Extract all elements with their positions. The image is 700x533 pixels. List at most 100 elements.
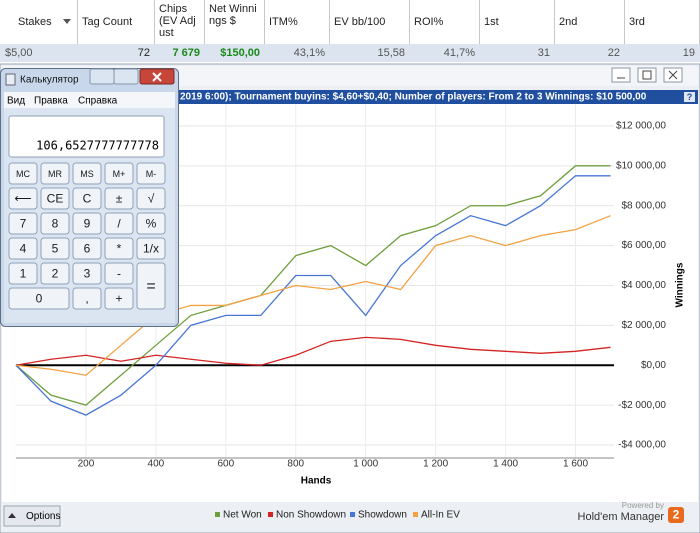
calc-button-label: / <box>117 217 121 231</box>
table-cell: 72 <box>78 44 155 62</box>
calc-button-label: - <box>117 267 121 281</box>
minimize-button[interactable] <box>611 67 631 83</box>
legend-swatch <box>413 512 418 517</box>
calc-button-label: ± <box>116 192 123 206</box>
calc-button[interactable] <box>136 187 166 210</box>
calc-button[interactable] <box>40 237 70 260</box>
calc-button-label: MR <box>48 169 62 179</box>
calc-button[interactable] <box>8 212 38 235</box>
x-tick-label: 600 <box>217 459 234 470</box>
chart-header-text: 2019 6:00); Tournament buyins: $4,60+$0,… <box>180 92 647 103</box>
calc-button[interactable] <box>136 162 166 185</box>
calc-button[interactable] <box>72 262 102 285</box>
column-header: 2nd <box>555 0 625 44</box>
calc-close-icon <box>152 72 162 82</box>
legend-label: All-In EV <box>421 510 460 521</box>
calc-button[interactable] <box>104 212 134 235</box>
calc-maximize[interactable] <box>113 68 139 85</box>
calc-button[interactable] <box>136 262 166 310</box>
calc-button[interactable] <box>72 287 102 310</box>
calc-button-label: 8 <box>52 217 59 231</box>
column-header: ITM% <box>265 0 330 44</box>
calc-button-label: 1 <box>20 267 27 281</box>
calc-button[interactable] <box>104 287 134 310</box>
calc-button-label: M- <box>146 169 157 179</box>
calc-button-label: 9 <box>84 217 91 231</box>
maximize-button[interactable] <box>637 67 657 83</box>
calc-minimize[interactable] <box>89 68 115 85</box>
x-tick-label: 400 <box>148 459 165 470</box>
calc-button[interactable] <box>40 162 70 185</box>
calc-button-label: 1/x <box>143 242 159 256</box>
calc-button[interactable] <box>8 237 38 260</box>
series-line <box>15 215 611 376</box>
calc-button-label: + <box>115 292 122 306</box>
series-line <box>15 336 611 366</box>
calc-button-label: = <box>146 278 155 295</box>
y-tick-label: $4 000,00 <box>622 280 667 291</box>
calc-button[interactable] <box>72 162 102 185</box>
window-icons <box>617 70 678 80</box>
calc-button[interactable] <box>72 237 102 260</box>
calc-button-label: 7 <box>20 217 27 231</box>
y-tick-label: $2 000,00 <box>622 320 667 331</box>
options-label: Options <box>26 511 60 522</box>
options-arrow <box>8 513 16 518</box>
calc-button-label: * <box>117 242 122 256</box>
calc-button[interactable] <box>104 187 134 210</box>
calculator-icon <box>5 73 16 86</box>
y-tick-label: $12 000,00 <box>616 121 666 132</box>
y-axis-label: Winnings <box>675 262 686 307</box>
y-tick-label: $0,00 <box>641 360 666 371</box>
y-tick-label: -$4 000,00 <box>618 440 666 451</box>
calc-button[interactable] <box>104 262 134 285</box>
column-header: 1st <box>480 0 555 44</box>
legend-label: Showdown <box>358 510 407 521</box>
options-button[interactable] <box>3 505 61 527</box>
calc-button[interactable] <box>8 262 38 285</box>
menu-item[interactable]: Правка <box>34 96 68 107</box>
calc-button-label: MC <box>16 169 30 179</box>
calc-button[interactable] <box>72 212 102 235</box>
x-axis-label: Hands <box>301 476 332 487</box>
y-tick-label: $6 000,00 <box>622 240 667 251</box>
calc-button[interactable] <box>8 287 70 310</box>
calc-button[interactable] <box>8 187 38 210</box>
calc-button[interactable] <box>8 162 38 185</box>
calc-button-label: C <box>83 192 92 206</box>
calc-button[interactable] <box>136 212 166 235</box>
column-header: 3rd <box>625 0 700 44</box>
table-cell: 19 <box>625 44 700 62</box>
y-tick-label: -$2 000,00 <box>618 400 666 411</box>
menu-item[interactable]: Справка <box>78 96 118 107</box>
series-line <box>15 175 611 416</box>
calc-button-label: 4 <box>20 242 27 256</box>
menu-item[interactable]: Вид <box>7 96 25 107</box>
column-header: Tag Count <box>78 0 155 44</box>
table-cell: 41,7% <box>410 44 480 62</box>
calc-button[interactable] <box>40 187 70 210</box>
calc-button[interactable] <box>40 212 70 235</box>
help-text: ? <box>687 92 693 102</box>
calc-button[interactable] <box>40 262 70 285</box>
calc-button[interactable] <box>136 237 166 260</box>
table-cell: 15,58 <box>330 44 410 62</box>
calc-button[interactable] <box>104 237 134 260</box>
x-tick-label: 1 000 <box>353 459 378 470</box>
column-header: Chips (EV Adjust <box>155 0 205 44</box>
table-cell: 22 <box>555 44 625 62</box>
powered-by: Powered by <box>622 501 664 510</box>
legend-swatch <box>215 512 220 517</box>
calc-display <box>8 115 165 158</box>
table-cell: $5,00 <box>0 44 78 62</box>
help-button[interactable] <box>684 92 695 102</box>
table-cell: $150,00 <box>205 44 265 62</box>
brand: Hold'em Manager <box>578 511 665 523</box>
calc-button[interactable] <box>104 162 134 185</box>
calc-button[interactable] <box>72 187 102 210</box>
calc-button-label: 0 <box>36 292 43 306</box>
sort-arrow[interactable] <box>63 19 71 24</box>
calc-button-label: , <box>85 292 88 306</box>
